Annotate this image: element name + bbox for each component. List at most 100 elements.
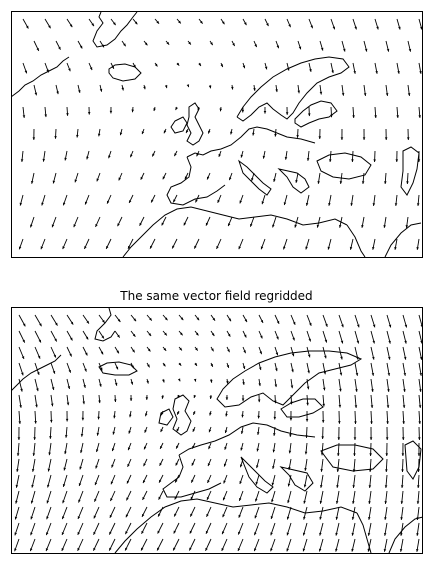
- vector-arrowhead: [418, 437, 421, 440]
- coastline-segment: [92, 11, 138, 48]
- vector-arrowhead: [198, 63, 201, 66]
- vector-arrowhead: [17, 437, 21, 440]
- vector-arrowhead: [364, 48, 368, 52]
- map-canvas-top: [11, 11, 423, 258]
- vector-arrowhead: [237, 548, 241, 551]
- vector-arrowhead: [302, 548, 306, 552]
- vector-arrowhead: [161, 222, 165, 226]
- vector-arrowhead: [100, 351, 104, 355]
- vector-arrowhead: [61, 548, 65, 551]
- vector-arrowhead: [338, 224, 342, 228]
- vector-arrowhead: [212, 317, 216, 321]
- vector-arrowhead: [286, 532, 290, 536]
- vector-arrowhead: [18, 421, 22, 424]
- vector-arrowhead: [303, 516, 306, 520]
- vector-arrowhead: [208, 429, 212, 433]
- vector-arrowhead: [146, 380, 149, 384]
- coastline-segment: [178, 422, 316, 456]
- vector-arrowhead: [196, 317, 200, 321]
- vector-arrowhead: [152, 153, 155, 157]
- vector-arrowhead: [140, 176, 144, 180]
- vector-arrowhead: [117, 319, 121, 322]
- vector-arrowhead: [276, 336, 279, 340]
- vector-arrowhead: [260, 335, 263, 339]
- vector-arrowhead: [19, 202, 23, 206]
- vector-arrowhead: [186, 84, 190, 88]
- vector-arrowhead: [337, 453, 340, 456]
- vector-arrowhead: [21, 356, 25, 360]
- vector-arrowhead: [160, 429, 163, 433]
- vector-arrowhead: [79, 466, 82, 470]
- vector-arrowhead: [229, 177, 232, 181]
- vector-arrowhead: [275, 352, 279, 356]
- vector-arrowhead: [240, 154, 244, 158]
- vector-arrowhead: [96, 432, 100, 436]
- vector-arrowhead: [283, 246, 286, 250]
- vector-arrowhead: [324, 355, 327, 359]
- vector-arrowhead: [85, 336, 89, 340]
- vector-arrowhead: [222, 514, 225, 518]
- vector-arrowhead: [369, 437, 373, 440]
- vector-arrowhead: [223, 480, 226, 484]
- vector-arrowhead: [177, 411, 180, 415]
- vector-arrowhead: [307, 370, 310, 374]
- vector-arrowhead: [207, 463, 211, 467]
- vector-arrowhead: [332, 26, 336, 30]
- vector-arrowhead: [362, 137, 366, 140]
- vector-arrowhead: [336, 469, 340, 472]
- vector-arrowhead: [18, 246, 22, 250]
- vector-arrowhead: [375, 70, 378, 74]
- vector-arrowhead: [35, 404, 38, 408]
- vector-arrowhead: [335, 532, 338, 536]
- vector-arrowhead: [106, 200, 110, 204]
- vector-arrowhead: [385, 453, 389, 456]
- vector-arrowhead: [225, 413, 228, 417]
- vector-arrowhead: [372, 246, 375, 250]
- vector-arrowhead: [254, 548, 257, 552]
- vector-arrowhead: [309, 69, 312, 72]
- vector-arrowhead: [308, 338, 311, 342]
- vector-arrowhead: [288, 24, 291, 28]
- vector-arrowhead: [384, 517, 387, 520]
- vector-arrowhead: [303, 484, 307, 488]
- coastline-segment: [94, 307, 116, 342]
- vector-arrowhead: [351, 548, 354, 552]
- vector-arrowhead: [260, 246, 264, 250]
- vector-arrowhead: [318, 136, 322, 139]
- vector-arrowhead: [394, 203, 398, 206]
- vector-arrowhead: [78, 483, 82, 486]
- vector-arrowhead: [30, 224, 33, 228]
- vector-arrowhead: [352, 501, 355, 504]
- vector-arrowhead: [127, 447, 131, 451]
- vector-arrowhead: [400, 501, 404, 504]
- vector-arrowhead: [331, 70, 334, 74]
- vector-arrowhead: [354, 421, 357, 424]
- vector-arrowhead: [52, 180, 56, 184]
- vector-arrowhead: [363, 93, 367, 96]
- vector-arrowhead: [288, 450, 292, 454]
- vector-arrowhead: [143, 446, 147, 450]
- coastline-segment: [280, 398, 324, 418]
- vector-arrowhead: [176, 428, 180, 432]
- vector-arrowhead: [24, 70, 28, 74]
- vector-arrowhead: [292, 321, 296, 325]
- vector-arrowhead: [372, 324, 376, 328]
- vector-arrowhead: [193, 395, 197, 399]
- vector-arrowhead: [176, 445, 179, 449]
- vector-arrowhead: [224, 430, 228, 434]
- vector-arrowhead: [228, 318, 232, 322]
- vector-arrowhead: [351, 516, 355, 520]
- vector-arrowhead: [67, 386, 71, 389]
- vector-arrowhead: [121, 87, 124, 91]
- vector-arrowhead: [416, 501, 420, 504]
- vector-arrowhead: [242, 382, 245, 385]
- vector-arrowhead: [367, 548, 371, 552]
- vector-arrowhead: [175, 107, 178, 111]
- vector-arrowhead: [361, 225, 364, 228]
- vector-arrowhead: [109, 531, 112, 535]
- vector-arrowhead: [239, 497, 242, 501]
- vector-arrowhead: [372, 356, 375, 360]
- vector-arrowhead: [283, 202, 287, 206]
- vector-arrowhead: [66, 113, 69, 116]
- vector-arrowhead: [370, 405, 374, 408]
